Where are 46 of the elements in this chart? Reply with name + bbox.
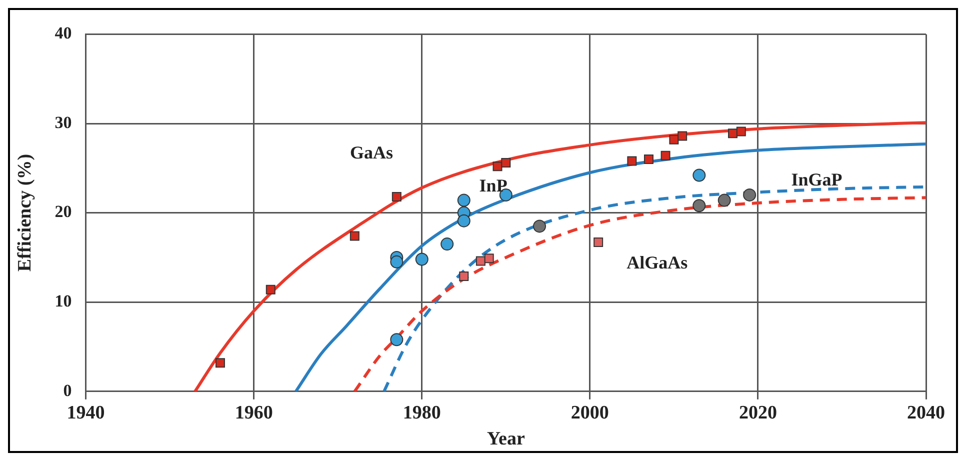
point	[459, 271, 469, 281]
y-tick-label: 10	[54, 291, 72, 310]
point	[392, 192, 402, 202]
x-tick-label: 2000	[570, 402, 609, 424]
point	[692, 168, 706, 182]
point	[476, 256, 486, 266]
series-label: AlGaAs	[626, 252, 688, 272]
x-tick-label: 2020	[738, 402, 777, 424]
point	[669, 134, 679, 144]
x-tick-label: 1980	[402, 402, 441, 424]
line-series	[194, 121, 926, 392]
x-axis-title: Year	[486, 428, 526, 450]
series-label: InP	[479, 176, 508, 196]
point	[266, 284, 276, 294]
point	[594, 238, 604, 248]
point	[736, 126, 746, 136]
point	[627, 156, 637, 166]
point	[644, 154, 654, 164]
y-tick-label: 20	[54, 202, 72, 222]
point	[484, 254, 494, 264]
x-tick-label: 1960	[234, 402, 273, 424]
x-tick-label: 2040	[907, 402, 945, 424]
series-label: GaAs	[350, 142, 393, 163]
point	[533, 220, 546, 233]
point	[728, 128, 738, 138]
y-tick-label: 0	[63, 380, 72, 400]
point	[718, 194, 731, 207]
line-series	[294, 142, 926, 392]
point	[415, 252, 428, 266]
point	[678, 131, 688, 141]
y-tick-label: 40	[54, 24, 72, 43]
point	[501, 158, 511, 168]
point	[215, 358, 225, 368]
point	[743, 188, 756, 202]
point	[440, 238, 454, 251]
point	[390, 255, 404, 268]
point	[660, 150, 670, 160]
point	[692, 199, 706, 212]
point	[390, 333, 404, 346]
series-label: InGaP	[791, 169, 842, 190]
point	[350, 231, 360, 241]
point	[457, 194, 470, 207]
point	[457, 214, 470, 228]
y-axis-title: Efficiency (%)	[14, 154, 36, 272]
y-tick-label: 30	[54, 112, 72, 132]
x-tick-label: 1940	[66, 402, 105, 424]
